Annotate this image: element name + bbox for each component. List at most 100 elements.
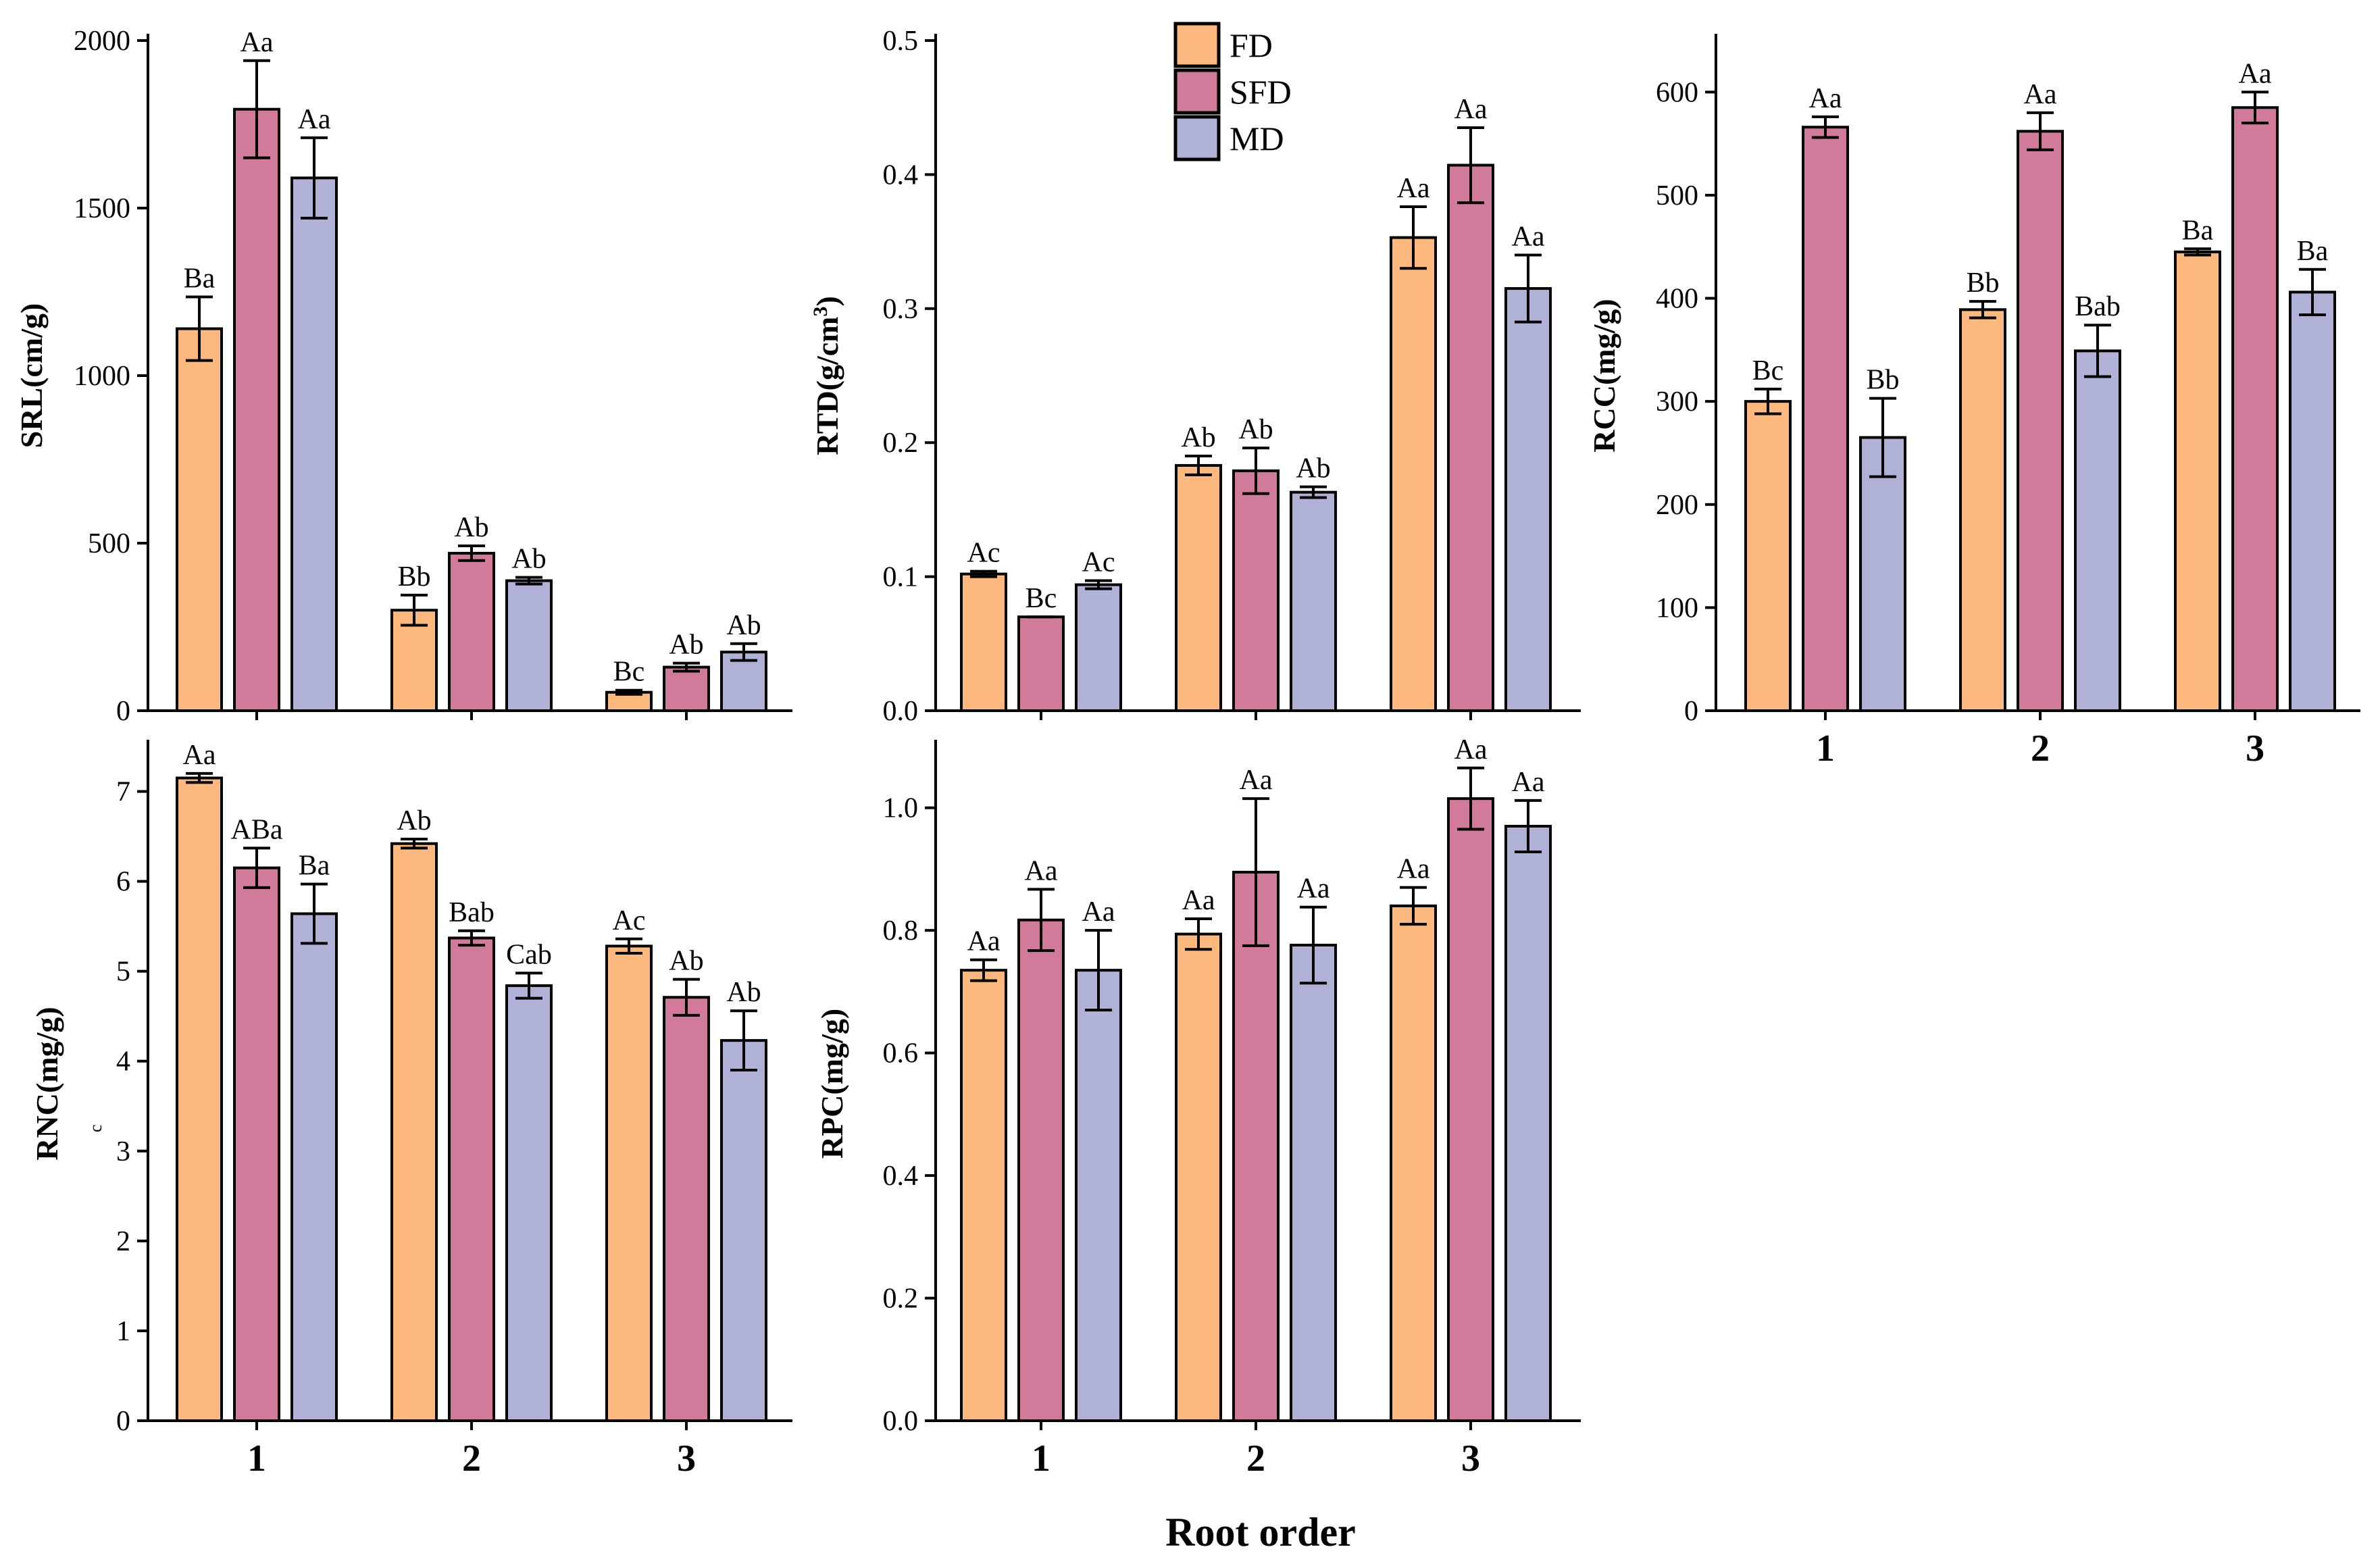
x-tick-label: 3 [1461,1438,1480,1480]
error-bar-srl-fd-3 [615,688,642,696]
x-tick-label: 3 [677,1438,696,1480]
x-tick-label: 2 [2031,728,2050,769]
significance-label: Ab [1296,453,1330,484]
error-bar-srl-sfd-2 [458,544,485,562]
error-bar-rpc-fd-3 [1400,886,1427,926]
significance-label: Aa [1025,855,1058,886]
legend-swatch-sfd [1173,68,1221,115]
bar-rcc-sfd-1 [1802,126,1849,713]
legend-label-md: MD [1230,120,1284,157]
bar-rnc-md-2 [505,984,553,1422]
legend: FD SFD MD [1173,22,1292,161]
error-bar-rpc-md-2 [1300,905,1327,985]
error-bar-rpc-sfd-3 [1457,766,1484,831]
bar-srl-md-1 [290,176,338,712]
bar-rpc-md-1 [1075,969,1122,1422]
y-tick-label: 0 [116,696,130,727]
bar-rpc-md-2 [1290,943,1337,1423]
error-bar-rpc-fd-2 [1185,917,1212,951]
y-tick-label: 0.8 [883,915,919,946]
bar-rcc-fd-3 [2174,250,2221,713]
error-bar-srl-md-1 [301,136,328,220]
significance-label: Aa [298,104,331,135]
significance-label: Bb [397,561,430,592]
bar-srl-fd-1 [176,327,223,712]
significance-label: Ab [397,805,431,836]
bar-rtd-fd-1 [960,572,1007,713]
significance-label: Ab [1181,422,1215,453]
y-tick-label: 0.2 [883,428,919,459]
significance-label: Ab [511,544,546,575]
y-tick-label: 3 [116,1136,130,1167]
y-axis-title-rtd: RTD(g/cm3) [809,296,844,455]
error-bar-rnc-sfd-1 [243,846,270,889]
y-tick-label: 1.0 [883,793,919,824]
significance-label: ABa [231,814,283,845]
bar-rpc-md-3 [1504,824,1552,1422]
significance-label: Bb [1866,365,1899,396]
y-tick-label: 5 [116,957,130,988]
significance-label: Ab [454,512,488,543]
error-bar-srl-sfd-3 [673,661,700,673]
error-bar-srl-sfd-1 [243,59,270,159]
significance-label: Ac [1082,547,1115,578]
significance-label: Aa [1512,767,1545,798]
error-bar-rnc-md-3 [730,1009,757,1072]
significance-label: Aa [1397,173,1430,204]
significance-label: Bab [2075,291,2121,322]
significance-label: Aa [1454,94,1488,125]
bar-srl-sfd-1 [233,107,280,712]
y-tick-label: 500 [88,528,130,559]
bar-rpc-fd-1 [960,969,1007,1422]
bar-rcc-sfd-2 [2017,130,2064,713]
significance-label: Bab [449,897,495,928]
bar-rcc-fd-1 [1744,400,1792,713]
significance-label: Bc [1026,583,1057,614]
bar-rtd-md-1 [1075,583,1122,713]
error-bar-rcc-fd-3 [2184,247,2211,257]
bar-rnc-md-1 [290,912,338,1422]
significance-label: Aa [1809,83,1842,114]
significance-label: Ab [1238,414,1273,445]
bar-rnc-fd-2 [390,842,438,1423]
error-bar-srl-md-2 [515,576,542,586]
bar-rcc-md-1 [1859,436,1906,712]
error-bar-rtd-md-1 [1085,579,1112,590]
y-tick-label: 1500 [74,193,130,224]
bar-rpc-fd-3 [1390,904,1437,1422]
significance-label: Ba [2297,236,2329,267]
significance-label: Ab [726,610,761,641]
error-bar-rcc-md-1 [1869,397,1896,478]
bar-srl-md-2 [505,579,553,712]
y-tick-label: 0 [1684,696,1698,727]
bar-rtd-sfd-2 [1232,469,1280,712]
bar-rtd-sfd-3 [1447,163,1494,712]
significance-label: Aa [240,27,274,58]
error-bar-rpc-sfd-2 [1242,797,1269,947]
significance-label: Aa [967,926,1001,957]
significance-label: Bc [1752,355,1784,386]
error-bar-rnc-sfd-3 [673,978,700,1017]
error-bar-rpc-md-1 [1085,929,1112,1012]
significance-label: Bc [613,657,645,688]
chart-rpc: Aa Aa Aa Aa Aa Aa Aa Aa Aa 0.0 0.2 0.4 0.6 0.8 1.0 1 2 3 R… [815,734,1581,1480]
chart-rcc: Bc Bb Ba Aa Aa Aa Bb Bab Ba 0 100 200 300 400 500 600 1 2… [1587,34,2360,769]
error-bar-srl-fd-2 [401,593,428,627]
error-bar-rnc-fd-2 [401,838,428,850]
significance-label: Aa [183,740,216,771]
significance-label: Cab [506,939,552,970]
y-tick-label: 0.2 [883,1284,919,1315]
x-tick-label: 1 [1816,728,1835,769]
error-bar-rcc-sfd-2 [2027,111,2054,151]
y-axis-title-rnc: RNC(mg/g) [30,1007,64,1160]
y-tick-label: 0.4 [883,159,919,191]
x-tick-label: 1 [247,1438,266,1480]
bar-rnc-md-3 [720,1039,767,1423]
bar-rnc-fd-3 [605,944,653,1422]
significance-label: Ba [184,263,216,294]
y-tick-label: 0.1 [883,562,919,593]
y-axis-title-rcc: RCC(mg/g) [1587,299,1621,452]
y-tick-label: 0.6 [883,1038,919,1069]
bar-rpc-fd-2 [1175,932,1222,1423]
error-bar-rtd-fd-2 [1185,455,1212,476]
